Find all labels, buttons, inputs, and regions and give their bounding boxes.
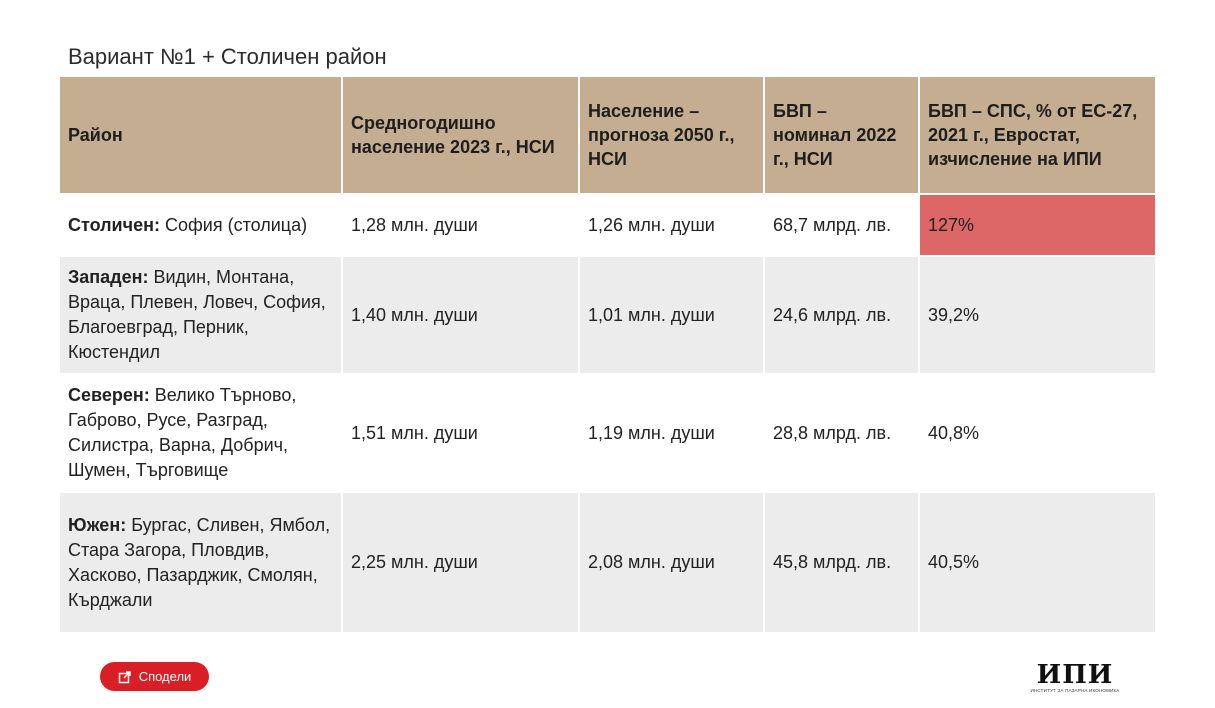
header-population-2050: Население – прогноза 2050 г., НСИ xyxy=(579,77,765,194)
gdp-nominal-cell: 24,6 млрд. лв. xyxy=(764,255,920,374)
gdp-nominal-cell: 45,8 млрд. лв. xyxy=(764,491,920,632)
region-areas: Бургас, Сливен, Ямбол, Стара Загора, Пло… xyxy=(68,514,331,610)
table-header-row: Район Средногодишно население 2023 г., Н… xyxy=(60,77,1155,194)
gdp-pps-cell: 127% xyxy=(919,193,1155,256)
population-2050-cell: 1,26 млн. души xyxy=(579,193,765,256)
logo-subtitle: ИНСТИТУТ ЗА ПАЗАРНА ИКОНОМИКА xyxy=(1030,688,1120,693)
gdp-pps-cell: 40,8% xyxy=(919,373,1155,492)
table-row: Западен: Видин, Монтана, Враца, Плевен, … xyxy=(60,255,1155,374)
region-name: Столичен: xyxy=(68,214,160,235)
population-2023-cell: 1,28 млн. души xyxy=(342,193,580,256)
gdp-nominal-cell: 28,8 млрд. лв. xyxy=(764,373,920,492)
gdp-pps-cell: 39,2% xyxy=(919,255,1155,374)
population-2050-cell: 1,19 млн. души xyxy=(579,373,765,492)
population-2050-cell: 2,08 млн. души xyxy=(579,491,765,632)
region-name: Северен: xyxy=(68,385,150,405)
share-icon xyxy=(118,670,132,684)
page-title: Вариант №1 + Столичен район xyxy=(68,44,387,69)
header-population-2023: Средногодишно население 2023 г., НСИ xyxy=(342,77,580,194)
region-name: Южен: xyxy=(68,514,127,535)
header-region: Район xyxy=(60,77,343,194)
region-cell: Столичен: София (столица) xyxy=(60,193,343,256)
header-gdp-nominal: БВП – номинал 2022 г., НСИ xyxy=(764,77,920,194)
region-areas: Видин, Монтана, Враца, Плевен, Ловеч, Со… xyxy=(68,267,326,362)
share-button-label: Сподели xyxy=(138,669,192,684)
regions-table: Район Средногодишно население 2023 г., Н… xyxy=(60,77,1155,632)
table-row: Столичен: София (столица) 1,28 млн. души… xyxy=(60,193,1155,256)
logo-mark: ИПИ xyxy=(1036,660,1114,690)
table-row: Северен: Велико Търново, Габрово, Русе, … xyxy=(60,373,1155,492)
gdp-nominal-cell: 68,7 млрд. лв. xyxy=(764,193,920,256)
share-button[interactable]: Сподели xyxy=(100,662,209,691)
population-2023-cell: 2,25 млн. души xyxy=(342,491,580,632)
ipi-logo: ИПИ ИНСТИТУТ ЗА ПАЗАРНА ИКОНОМИКА xyxy=(1030,662,1120,694)
gdp-pps-cell: 40,5% xyxy=(919,491,1155,632)
region-name: Западен: xyxy=(68,267,149,287)
region-areas: София (столица) xyxy=(159,214,308,235)
population-2023-cell: 1,40 млн. души xyxy=(342,255,580,374)
region-cell: Северен: Велико Търново, Габрово, Русе, … xyxy=(60,373,343,492)
population-2050-cell: 1,01 млн. души xyxy=(579,255,765,374)
region-cell: Южен: Бургас, Сливен, Ямбол, Стара Загор… xyxy=(60,491,343,632)
region-areas: Велико Търново, Габрово, Русе, Разград, … xyxy=(68,385,297,480)
region-cell: Западен: Видин, Монтана, Враца, Плевен, … xyxy=(60,255,343,374)
population-2023-cell: 1,51 млн. души xyxy=(342,373,580,492)
header-gdp-pps: БВП – СПС, % от ЕС-27, 2021 г., Евростат… xyxy=(919,77,1155,194)
table-row: Южен: Бургас, Сливен, Ямбол, Стара Загор… xyxy=(60,491,1155,632)
